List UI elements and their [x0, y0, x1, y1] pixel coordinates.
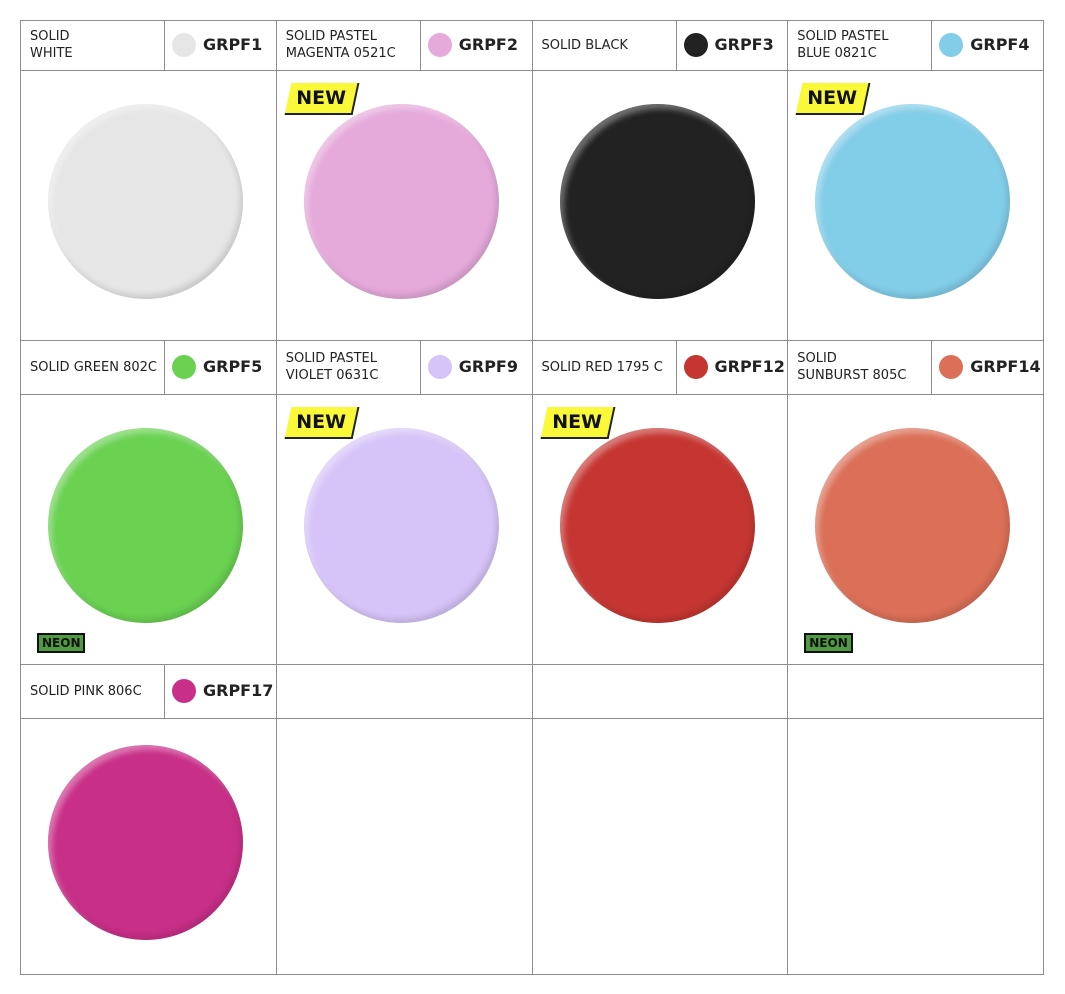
color-dot — [683, 355, 708, 379]
neon-badge: NEON — [37, 633, 86, 653]
color-code: GRPF4 — [970, 35, 1030, 54]
name-line: VIOLET 0631C — [285, 368, 379, 383]
name-line: SUNBURST 805C — [797, 368, 907, 383]
color-swatch — [559, 104, 755, 299]
color-code: GRPF1 — [203, 35, 263, 54]
color-swatch — [815, 428, 1011, 623]
name-line: SOLID PASTEL — [285, 29, 378, 44]
color-dot — [683, 33, 708, 57]
name-line: SOLID GREEN 802C — [30, 359, 157, 375]
name-line: MAGENTA 0521C — [285, 46, 396, 61]
new-badge: NEW — [540, 407, 615, 439]
color-dot — [172, 33, 196, 57]
name-line: SOLID RED 1795 C — [541, 359, 663, 375]
swatch-cell — [787, 718, 1044, 975]
color-swatch — [303, 428, 499, 623]
new-text: NEW — [807, 87, 858, 109]
header-cell — [787, 664, 1044, 719]
color-swatch — [815, 104, 1011, 299]
name-line: SOLID — [30, 29, 70, 44]
color-code: GRPF17 — [203, 681, 274, 700]
color-name: SOLID WHITE — [20, 20, 165, 70]
color-dot — [939, 33, 964, 57]
header-cell — [531, 664, 789, 719]
color-name: SOLID SUNBURST 805C — [787, 340, 933, 394]
color-swatch — [48, 428, 243, 623]
color-code: GRPF3 — [714, 35, 774, 54]
color-code: GRPF9 — [458, 357, 518, 376]
color-code: GRPF2 — [458, 35, 518, 54]
color-swatch — [559, 428, 755, 623]
name-line: BLUE 0821C — [797, 46, 877, 61]
color-name: SOLID RED 1795 C — [532, 340, 677, 394]
header-cell — [275, 664, 533, 719]
color-name: SOLID PASTEL BLUE 0821C — [787, 20, 933, 70]
name-line: SOLID PASTEL — [797, 29, 889, 44]
color-name: SOLID GREEN 802C — [20, 340, 165, 394]
name-line: SOLID — [797, 351, 837, 366]
name-line: SOLID BLACK — [541, 37, 628, 53]
color-name: SOLID PASTEL VIOLET 0631C — [276, 340, 421, 394]
new-text: NEW — [296, 411, 346, 433]
color-code: GRPF14 — [970, 357, 1041, 376]
color-name: SOLID BLACK — [532, 20, 677, 70]
new-badge: NEW — [284, 83, 360, 115]
new-text: NEW — [296, 87, 346, 109]
color-dot — [939, 355, 964, 379]
new-badge: NEW — [795, 83, 871, 115]
color-code: GRPF12 — [714, 357, 785, 376]
color-swatch — [48, 745, 243, 940]
color-dot — [427, 33, 452, 57]
color-dot — [172, 679, 196, 703]
color-dot — [172, 355, 196, 379]
neon-badge: NEON — [804, 633, 853, 653]
color-code: GRPF5 — [203, 357, 263, 376]
name-line: WHITE — [30, 46, 73, 61]
color-name: SOLID PASTEL MAGENTA 0521C — [276, 20, 421, 70]
color-dot — [427, 355, 452, 379]
name-line: SOLID PINK 806C — [30, 683, 142, 699]
swatch-cell — [275, 718, 533, 975]
color-swatch — [48, 104, 243, 299]
new-badge: NEW — [284, 407, 360, 439]
color-swatch — [303, 104, 499, 299]
new-text: NEW — [551, 411, 602, 433]
name-line: SOLID PASTEL — [285, 351, 378, 366]
swatch-cell — [531, 718, 789, 975]
color-name: SOLID PINK 806C — [20, 664, 165, 718]
